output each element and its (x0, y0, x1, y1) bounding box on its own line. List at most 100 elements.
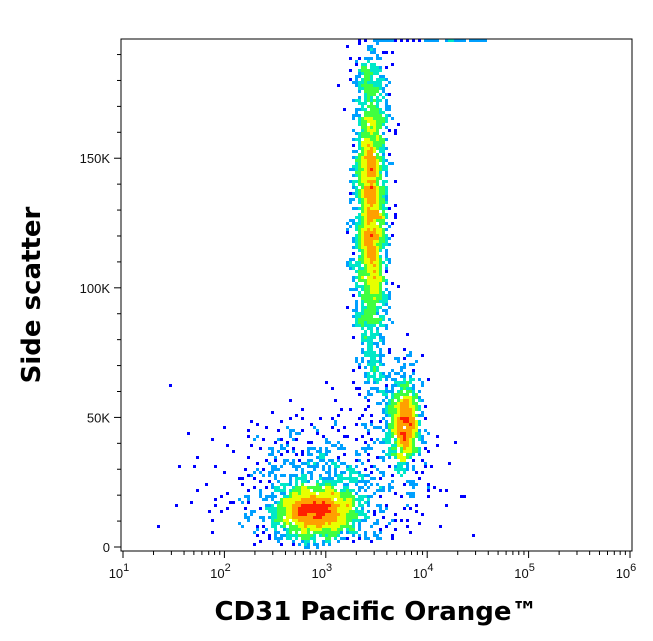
data-point (340, 528, 343, 531)
data-point (322, 435, 325, 438)
data-point (361, 462, 364, 465)
data-point (394, 423, 397, 426)
data-point (352, 534, 355, 537)
data-point (307, 522, 310, 525)
data-point (394, 405, 397, 408)
data-point (379, 531, 382, 534)
data-point (358, 258, 361, 261)
data-point (367, 495, 370, 498)
data-point (406, 381, 409, 384)
data-point (376, 402, 379, 405)
data-point (295, 474, 298, 477)
data-point (382, 324, 385, 327)
data-point (400, 390, 403, 393)
data-point (388, 306, 391, 309)
data-point (379, 237, 382, 240)
data-point (361, 243, 364, 246)
data-point (376, 72, 379, 75)
data-point (355, 303, 358, 306)
data-point (310, 501, 313, 504)
data-point (307, 495, 310, 498)
data-point (394, 213, 397, 216)
data-point (370, 207, 373, 210)
data-point (283, 534, 286, 537)
data-point (397, 435, 400, 438)
data-point (385, 426, 388, 429)
data-point (367, 501, 370, 504)
data-point (367, 510, 370, 513)
data-point (322, 465, 325, 468)
data-point (382, 291, 385, 294)
data-point (400, 465, 403, 468)
data-point (319, 498, 322, 501)
data-point (406, 354, 409, 357)
data-point (406, 393, 409, 396)
data-point (325, 540, 328, 543)
data-point (379, 117, 382, 120)
data-point (373, 387, 376, 390)
data-point (364, 240, 367, 243)
data-point (352, 276, 355, 279)
data-point (376, 489, 379, 492)
data-point (361, 339, 364, 342)
data-point (385, 240, 388, 243)
data-point (421, 471, 424, 474)
data-point (388, 453, 391, 456)
data-point (280, 420, 283, 423)
data-point (373, 168, 376, 171)
data-point (328, 537, 331, 540)
data-point (355, 309, 358, 312)
data-point (355, 84, 358, 87)
data-point (364, 441, 367, 444)
data-point (382, 234, 385, 237)
data-point (427, 450, 430, 453)
data-point (391, 321, 394, 324)
data-point (373, 378, 376, 381)
data-point (295, 504, 298, 507)
data-point (373, 108, 376, 111)
data-point (397, 420, 400, 423)
data-point (361, 129, 364, 132)
data-point (406, 402, 409, 405)
data-point (373, 291, 376, 294)
data-point (367, 486, 370, 489)
data-point (367, 234, 370, 237)
data-point (415, 510, 418, 513)
data-point (310, 459, 313, 462)
data-point (361, 315, 364, 318)
data-point (409, 444, 412, 447)
data-point (394, 444, 397, 447)
data-point (358, 168, 361, 171)
data-point (331, 507, 334, 510)
data-point (370, 66, 373, 69)
data-point (334, 483, 337, 486)
data-point (238, 522, 241, 525)
data-point (334, 471, 337, 474)
data-point (358, 246, 361, 249)
data-point (361, 78, 364, 81)
data-point (382, 429, 385, 432)
data-point (394, 429, 397, 432)
data-point (283, 528, 286, 531)
data-point (364, 318, 367, 321)
data-point (361, 423, 364, 426)
data-point (349, 258, 352, 261)
data-point (304, 546, 307, 549)
data-point (283, 492, 286, 495)
plot-frame (120, 38, 633, 552)
data-point (289, 531, 292, 534)
data-point (364, 87, 367, 90)
data-point (280, 489, 283, 492)
data-point (364, 297, 367, 300)
data-point (382, 474, 385, 477)
data-point (376, 87, 379, 90)
data-point (367, 273, 370, 276)
data-point (379, 204, 382, 207)
data-point (391, 384, 394, 387)
data-point (295, 453, 298, 456)
data-point (370, 228, 373, 231)
data-point (385, 228, 388, 231)
data-point (391, 414, 394, 417)
data-point (334, 420, 337, 423)
data-point (400, 444, 403, 447)
